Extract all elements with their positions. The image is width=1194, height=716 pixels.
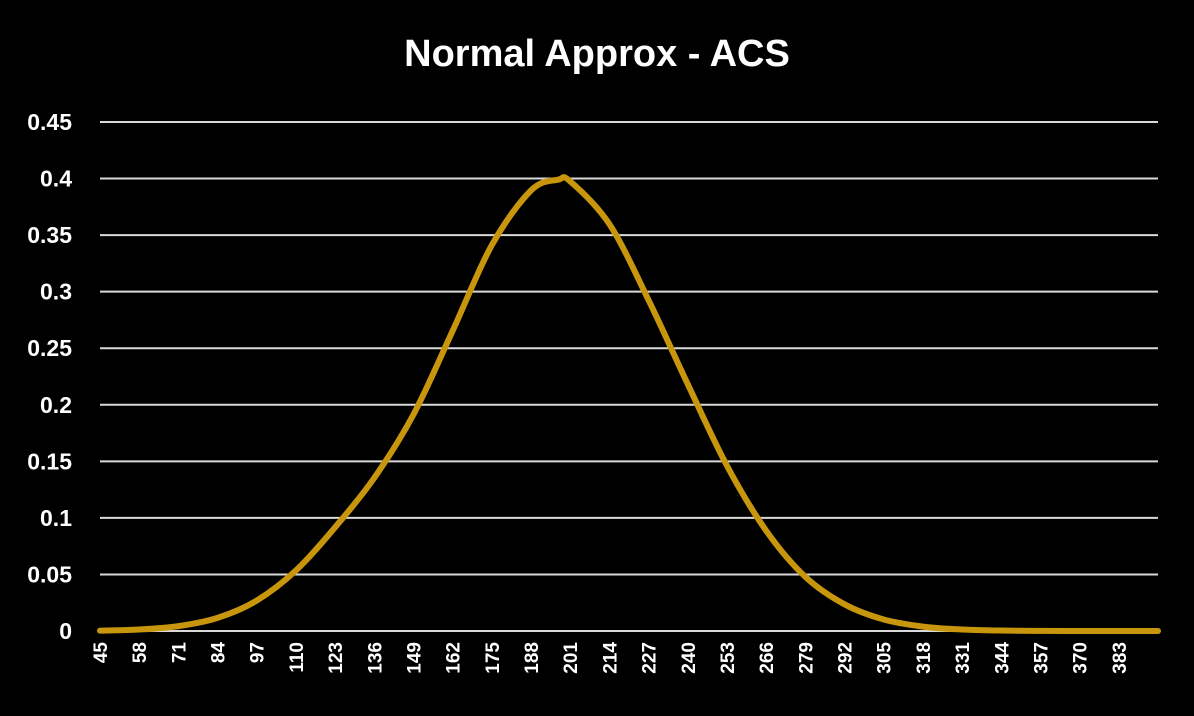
y-tick-label: 0.3: [40, 279, 72, 305]
y-tick-label: 0.1: [40, 505, 72, 531]
x-tick-label: 110: [287, 642, 308, 673]
series-layer: [97, 174, 1161, 635]
y-tick-label: 0.4: [40, 166, 72, 192]
x-tick-label: 175: [483, 642, 504, 674]
x-tick-label: 214: [600, 642, 621, 674]
y-tick-label: 0.45: [27, 109, 72, 135]
x-tick-label: 331: [953, 642, 974, 674]
y-tick-label: 0.35: [27, 222, 72, 248]
x-tick-label: 162: [444, 642, 465, 674]
x-tick-label: 357: [1031, 642, 1052, 674]
x-axis-ticks: 45 58 71 84 97 110 123 136 149 162 175 188 201 214 227…: [91, 642, 1131, 674]
series-line-0: [97, 174, 1161, 635]
x-tick-label: 97: [248, 642, 269, 663]
y-tick-label: 0.15: [27, 448, 72, 474]
x-tick-label: 370: [1071, 642, 1092, 674]
x-tick-label: 58: [130, 642, 151, 663]
x-tick-label: 123: [326, 642, 347, 674]
chart-title: Normal Approx - ACS: [404, 33, 790, 75]
x-tick-label: 253: [718, 642, 739, 674]
y-axis-ticks: 0 0.05 0.1 0.15 0.2 0.25 0.3 0.35 0.4 0.45: [27, 109, 72, 644]
x-tick-label: 45: [91, 642, 112, 664]
x-tick-label: 149: [404, 642, 425, 674]
x-tick-label: 201: [561, 642, 582, 674]
y-tick-label: 0.25: [27, 335, 72, 361]
x-tick-label: 188: [522, 642, 543, 674]
y-tick-label: 0.05: [27, 561, 72, 587]
x-tick-label: 305: [875, 642, 896, 674]
x-tick-label: 292: [836, 642, 857, 674]
x-tick-label: 318: [914, 642, 935, 674]
x-tick-label: 383: [1110, 642, 1131, 674]
x-tick-label: 84: [209, 642, 230, 664]
x-tick-label: 71: [169, 642, 190, 664]
x-tick-label: 136: [365, 642, 386, 674]
x-tick-label: 266: [757, 642, 778, 674]
y-tick-label: 0.2: [40, 392, 72, 418]
x-tick-label: 344: [992, 642, 1013, 674]
y-tick-label: 0: [59, 618, 72, 644]
x-tick-label: 279: [796, 642, 817, 674]
x-tick-label: 240: [679, 642, 700, 674]
gridlines: [100, 121, 1158, 632]
x-tick-label: 227: [640, 642, 661, 674]
